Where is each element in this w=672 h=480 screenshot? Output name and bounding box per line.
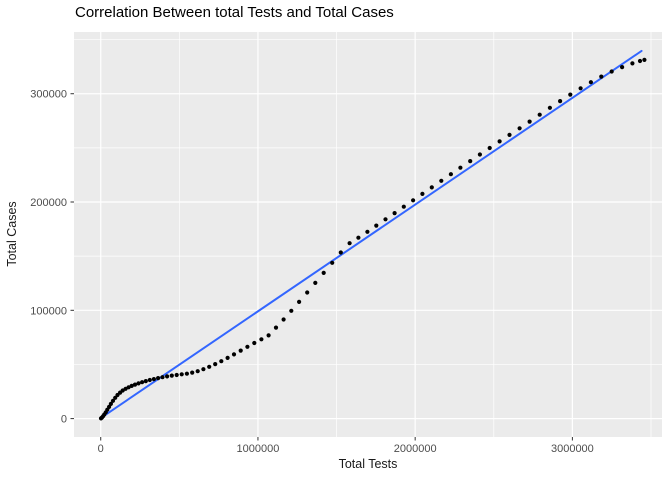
data-point [392, 211, 397, 216]
data-point [207, 364, 212, 369]
y-tick-label: 0 [61, 414, 67, 426]
x-tick-label: 0 [98, 443, 104, 455]
y-tick-label: 300000 [30, 89, 67, 101]
data-point [174, 372, 179, 378]
data-point [321, 270, 326, 275]
data-point [537, 112, 542, 117]
data-point [448, 172, 453, 177]
grid-minor-layer [74, 32, 662, 437]
data-point [179, 372, 184, 377]
data-point [497, 139, 502, 144]
x-tick-label: 2000000 [394, 443, 437, 455]
data-point [620, 65, 625, 70]
data-point [252, 340, 257, 346]
data-point [487, 145, 492, 151]
data-point [136, 381, 141, 386]
data-point [642, 57, 647, 63]
data-point [289, 308, 294, 313]
y-tick-label: 100000 [30, 305, 67, 317]
x-axis-title: Total Tests [339, 457, 398, 471]
data-point [637, 58, 643, 64]
data-point [517, 126, 522, 131]
grid-major-layer [74, 32, 662, 437]
data-point [383, 217, 388, 222]
y-axis-title: Total Cases [5, 201, 19, 266]
data-point [132, 382, 138, 387]
data-point [338, 250, 343, 255]
data-point [129, 383, 134, 388]
data-point [305, 290, 310, 295]
data-point [113, 395, 118, 400]
data-point [599, 74, 604, 79]
data-point [219, 359, 224, 364]
data-point [547, 105, 553, 110]
data-point [245, 344, 250, 349]
data-point [281, 317, 286, 322]
data-point [507, 132, 512, 137]
data-point [231, 352, 237, 357]
ticks-layer [70, 93, 573, 441]
data-point [160, 375, 165, 380]
data-point [156, 376, 161, 381]
data-point [151, 377, 156, 382]
points-layer [98, 57, 647, 421]
data-point [165, 374, 170, 379]
trend-line [99, 49, 643, 420]
data-point [330, 260, 335, 265]
data-point [213, 362, 218, 367]
data-point [411, 198, 416, 203]
data-point [365, 229, 370, 234]
data-point [439, 178, 444, 183]
data-point [238, 348, 243, 353]
data-point [347, 241, 352, 246]
data-point [374, 223, 379, 228]
data-point [401, 204, 406, 209]
data-point [190, 370, 195, 375]
y-tick-label: 200000 [30, 197, 67, 209]
chart-title: Correlation Between total Tests and Tota… [75, 4, 394, 21]
data-point [259, 337, 264, 342]
data-point [588, 80, 594, 85]
data-point [140, 380, 145, 385]
data-point [568, 92, 573, 97]
data-point [143, 379, 148, 384]
data-point [297, 299, 302, 304]
data-point [558, 99, 563, 104]
data-point [108, 401, 113, 406]
data-point [201, 367, 206, 372]
data-point [458, 165, 463, 170]
data-point [420, 191, 425, 196]
data-point [429, 185, 434, 190]
data-point [273, 325, 279, 330]
data-point [225, 355, 230, 360]
trend-layer [99, 49, 643, 420]
data-point [477, 152, 482, 157]
x-tick-label: 1000000 [237, 443, 280, 455]
data-point [468, 159, 473, 164]
data-point [609, 69, 614, 74]
data-point [110, 398, 116, 403]
data-point [578, 86, 583, 91]
data-point [184, 371, 189, 376]
data-point [527, 119, 532, 124]
data-point [266, 333, 271, 338]
data-point [169, 373, 174, 378]
data-point [313, 280, 318, 285]
tick-labels-layer: 0 1000000 2000000 3000000 0 100000 200000 30000… [30, 89, 594, 455]
data-point [630, 61, 635, 66]
x-tick-label: 3000000 [551, 443, 594, 455]
data-point [147, 377, 152, 383]
data-point [195, 369, 200, 374]
data-point [356, 235, 361, 240]
